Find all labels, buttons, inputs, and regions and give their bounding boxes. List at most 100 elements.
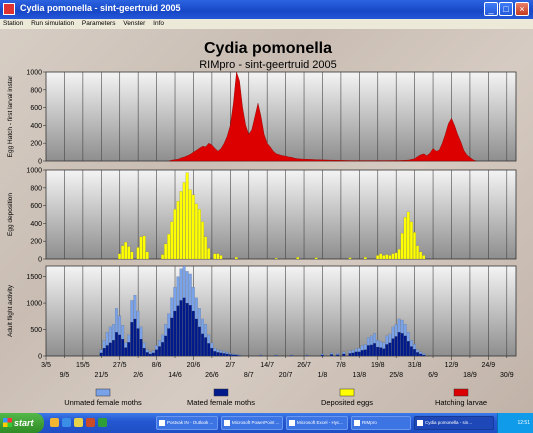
menu-run-simulation[interactable]: Run simulation	[31, 20, 75, 27]
bar-mark	[151, 352, 155, 357]
close-button[interactable]: ×	[515, 2, 529, 16]
bar-mark	[413, 232, 416, 260]
bar-mark	[161, 254, 165, 260]
bar-mark	[130, 322, 134, 357]
taskbar-item[interactable]: Microsoft Excel - Hyc...	[286, 416, 348, 430]
bar-mark	[133, 318, 137, 357]
bar-mark	[296, 257, 300, 260]
taskbar-item[interactable]: Postvak IN - Outlook ...	[156, 416, 218, 430]
bar-mark	[188, 189, 192, 260]
legend-label: Mated female moths	[187, 398, 255, 407]
bar-mark	[167, 328, 171, 357]
y-tick-label: 800	[30, 185, 42, 192]
bar-mark	[173, 310, 177, 357]
bar-mark	[194, 318, 198, 357]
bar-mark	[164, 243, 168, 260]
panel-1: 0 200 400 600 800 1000 Egg Hatch - first larva…	[7, 70, 517, 166]
panel-background	[45, 265, 517, 357]
panel-2: 0 200 400 600 800 1000 Egg deposition	[7, 168, 517, 264]
chart-subtitle: RIMpro - sint-geertruid 2005	[199, 59, 337, 71]
menu-station[interactable]: Station	[3, 20, 24, 27]
bar-mark	[394, 336, 398, 357]
bar-mark	[366, 345, 370, 357]
bar-mark	[237, 355, 241, 357]
taskbar-item-label: Microsoft PowerPoint ...	[232, 420, 280, 425]
x-tick-label: 2/7	[225, 362, 235, 369]
menu-info[interactable]: Info	[153, 20, 164, 27]
ie-quicklaunch-icon[interactable]	[62, 418, 71, 427]
y-tick-label: 500	[30, 327, 42, 334]
x-tick-label: 2/6	[133, 372, 143, 379]
bar-mark	[351, 352, 355, 357]
bar-mark	[379, 253, 383, 260]
x-tick-label: 25/8	[389, 372, 403, 379]
menu-parameters[interactable]: Parameters	[81, 20, 116, 27]
legend-item: Unmated female moths	[64, 388, 142, 407]
window-title-bar[interactable]: Cydia pomonella - sint-geertruid 2005 _ …	[0, 0, 533, 19]
x-tick-label: 8/7	[244, 372, 254, 379]
bar-mark	[121, 245, 125, 260]
bar-mark	[194, 203, 198, 260]
clock[interactable]: 12:51	[517, 420, 530, 426]
bar-mark	[136, 328, 140, 357]
bar-mark	[373, 343, 376, 357]
bar-mark	[204, 236, 208, 260]
bar-mark	[360, 350, 364, 357]
bar-mark	[197, 326, 201, 357]
y-tick-label: 0	[38, 159, 42, 166]
bar-mark	[207, 248, 211, 260]
start-button[interactable]: start	[0, 413, 44, 433]
bar-mark	[124, 242, 128, 260]
bar-mark	[379, 347, 383, 357]
bar-mark	[397, 249, 401, 260]
legend-swatch	[453, 388, 469, 397]
bar-mark	[403, 217, 407, 260]
legend-label: Deposited eggs	[321, 398, 373, 407]
x-tick-label: 26/6	[205, 372, 219, 379]
bar-mark	[391, 253, 395, 260]
bar-mark	[382, 255, 386, 260]
bar-mark	[164, 335, 168, 357]
menu-venster[interactable]: Venster	[123, 20, 146, 27]
y-tick-label: 0	[38, 257, 42, 264]
taskbar-item[interactable]: Cydia pomonella - sin...	[414, 416, 494, 430]
taskbar-item-label: Cydia pomonella - sin...	[425, 420, 473, 425]
bar-mark	[330, 354, 333, 357]
bar-mark	[348, 353, 352, 357]
legend-label: Hatching larvae	[435, 398, 487, 407]
bar-mark	[145, 352, 149, 357]
bar-mark	[111, 340, 115, 357]
app-icon	[159, 420, 165, 426]
bar-mark	[231, 354, 235, 357]
minimize-button[interactable]: _	[484, 2, 498, 16]
y-tick-label: 1000	[26, 70, 42, 77]
bar-mark	[191, 194, 195, 260]
bar-mark	[406, 211, 410, 260]
legend-swatch	[95, 388, 111, 397]
bar-mark	[363, 349, 367, 357]
excel-quicklaunch-icon[interactable]	[98, 418, 107, 427]
panel-3: 0 500 1000 1500 Adult flight activity	[7, 265, 517, 361]
x-tick-label: 20/6	[187, 362, 201, 369]
bar-mark	[397, 332, 401, 357]
bar-mark	[419, 251, 423, 260]
outlook-quicklaunch-icon[interactable]	[74, 418, 83, 427]
series-hatching-larvae	[168, 71, 477, 162]
powerpoint-quicklaunch-icon[interactable]	[86, 418, 95, 427]
bar-mark	[176, 201, 180, 260]
window-title: Cydia pomonella - sint-geertruid 2005	[20, 3, 181, 13]
app-icon	[224, 420, 230, 426]
taskbar-item[interactable]: RIMpro	[351, 416, 411, 430]
bar-mark	[216, 253, 220, 260]
bar-mark	[376, 255, 380, 260]
bar-mark	[320, 354, 324, 357]
maximize-button[interactable]: □	[499, 2, 513, 16]
bar-mark	[274, 355, 278, 357]
panel-background	[45, 169, 517, 260]
explorer-quicklaunch-icon[interactable]	[50, 418, 59, 427]
legend-swatch	[339, 388, 355, 397]
bar-mark	[145, 251, 149, 260]
taskbar-item[interactable]: Microsoft PowerPoint ...	[221, 416, 283, 430]
y-tick-label: 1000	[26, 168, 42, 175]
bar-mark	[274, 258, 278, 260]
